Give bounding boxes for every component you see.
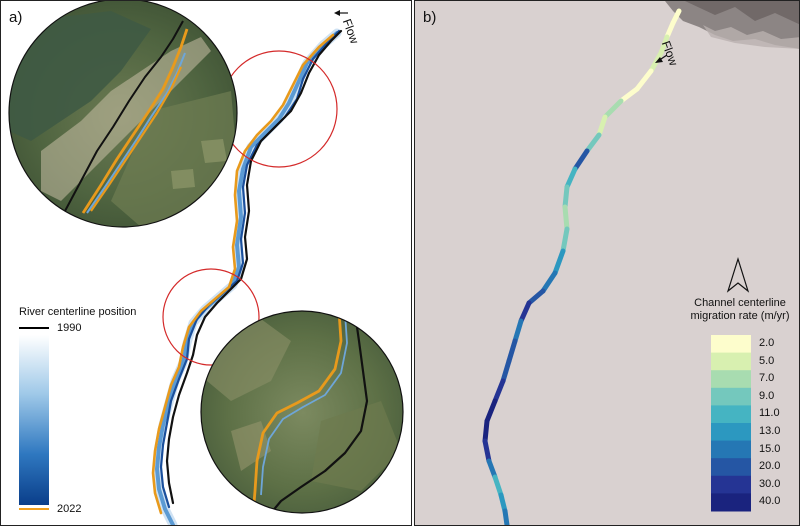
satellite-inset-upper	[9, 1, 237, 227]
river-segment	[486, 458, 498, 480]
river-segment	[634, 68, 654, 92]
panel-a-centerline-map: a) Flow River centerline position 1990 2…	[0, 0, 412, 526]
colorbar-block	[711, 423, 751, 442]
river-segment	[596, 114, 608, 138]
flow-arrow-icon-b	[655, 54, 668, 63]
river-segment	[482, 418, 490, 444]
river-segment	[500, 358, 512, 384]
panel-a-label: a)	[9, 9, 23, 26]
river-segment	[526, 288, 546, 306]
river-segment	[562, 184, 570, 210]
colorbar-tick-label: 5.0	[759, 354, 775, 367]
colorbar-tick-label: 15.0	[759, 442, 781, 455]
migration-colorbar	[711, 335, 751, 512]
river-segment	[484, 398, 498, 424]
river-segment	[518, 300, 532, 324]
river-segment	[492, 378, 506, 404]
river-segment	[506, 338, 518, 364]
river-segment	[502, 508, 510, 525]
colorbar-title-line2: migration rate (m/yr)	[690, 310, 790, 322]
river-segment	[482, 438, 492, 464]
panel-b-graphic	[482, 1, 799, 525]
colorbar-block	[711, 370, 751, 389]
legend-start-year: 1990	[57, 322, 82, 334]
river-segment	[552, 248, 566, 276]
colorbar-title: Channel centerline migration rate (m/yr)	[681, 297, 799, 323]
flow-arrow-icon	[334, 10, 348, 16]
colorbar-tick-label: 9.0	[759, 389, 775, 402]
colorbar-tick-label: 40.0	[759, 495, 781, 508]
colorbar-block	[711, 387, 751, 406]
colorbar-tick-label: 7.0	[759, 372, 775, 385]
river-segment	[560, 226, 570, 254]
legend-title: River centerline position	[19, 306, 137, 318]
river-segment	[664, 20, 676, 40]
colorbar-tick-label: 30.0	[759, 477, 781, 490]
river-segment	[658, 34, 670, 56]
north-arrow-icon	[726, 256, 750, 293]
colorbar-tick-label: 20.0	[759, 460, 781, 473]
terrain-hillshade	[665, 1, 799, 49]
migration-rate-river	[482, 8, 682, 525]
legend-colorbar	[19, 327, 49, 510]
river-segment	[564, 166, 578, 190]
colorbar-block	[711, 405, 751, 424]
river-centerlines	[151, 28, 343, 525]
colorbar-block	[711, 335, 751, 354]
colorbar-block	[711, 458, 751, 477]
river-segment	[562, 204, 570, 232]
river-segment	[618, 86, 640, 104]
river-segment	[540, 270, 558, 294]
colorbar-tick-label: 2.0	[759, 337, 775, 349]
satellite-inset-lower	[201, 311, 403, 513]
river-segment	[602, 98, 624, 120]
panel-b-migration-map: b) Flow Channel centerline migration rat…	[414, 0, 800, 526]
satellite-inset-lower-border	[200, 310, 404, 514]
river-segment	[512, 318, 524, 344]
colorbar-block	[711, 352, 751, 371]
river-segment	[498, 492, 508, 514]
colorbar-title-line1: Channel centerline	[694, 297, 786, 309]
colorbar-tick-label: 11.0	[759, 407, 780, 420]
river-segment	[492, 474, 504, 498]
colorbar-block	[711, 493, 751, 512]
river-segment	[572, 148, 590, 172]
panel-a-graphic	[8, 1, 404, 525]
legend-end-year: 2022	[57, 503, 82, 515]
panel-b-label: b)	[423, 9, 437, 26]
satellite-inset-upper-border	[8, 1, 238, 228]
colorbar-block	[711, 475, 751, 494]
highlight-circle-lower	[162, 268, 260, 366]
river-segment	[584, 132, 602, 154]
colorbar-tick-label: 13.0	[759, 425, 781, 437]
colorbar-block	[711, 440, 751, 459]
